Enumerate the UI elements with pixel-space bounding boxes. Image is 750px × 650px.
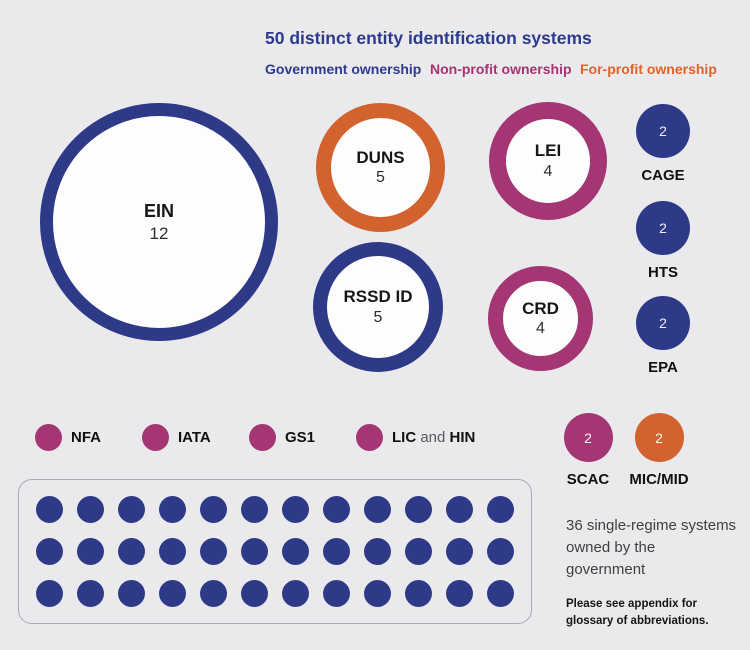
government-system-dot — [364, 580, 391, 607]
dot-item-lic-hin: LIC and HIN — [356, 424, 475, 451]
government-system-dot — [36, 538, 63, 565]
bubble-rssd-id-label: RSSD ID — [343, 287, 413, 307]
bubble-lei: LEI 4 — [489, 102, 607, 220]
government-system-dot — [241, 496, 268, 523]
badge-hts-label: HTS — [648, 264, 678, 281]
government-system-dot — [77, 496, 104, 523]
grid-caption: 36 single-regime systems owned by the go… — [566, 517, 737, 578]
nfa-label: NFA — [71, 429, 101, 446]
single-regime-grid — [18, 479, 532, 624]
badge-hts: 2 HTS — [636, 201, 690, 281]
government-system-dot — [323, 538, 350, 565]
government-system-dot — [405, 496, 432, 523]
badge-hts-circle: 2 — [636, 201, 690, 255]
bubble-rssd-id: RSSD ID 5 — [313, 242, 443, 372]
gs1-label: GS1 — [285, 429, 316, 446]
badge-scac-circle: 2 — [563, 413, 613, 462]
badge-mic-mid-value: 2 — [655, 429, 663, 446]
government-system-dot — [200, 580, 227, 607]
government-system-dot — [200, 496, 227, 523]
badge-mic-mid: 2 MIC/MID — [626, 413, 692, 488]
badge-cage-value: 2 — [659, 123, 667, 139]
government-system-dot — [36, 580, 63, 607]
government-system-dot — [159, 538, 186, 565]
badge-scac-value: 2 — [584, 429, 592, 446]
bubble-crd-value: 4 — [536, 320, 545, 338]
government-system-dot — [241, 580, 268, 607]
bubble-ein: EIN 12 — [40, 103, 278, 341]
badge-epa-value: 2 — [659, 315, 667, 331]
badge-cage-circle: 2 — [636, 104, 690, 158]
dot-item-gs1: GS1 — [249, 424, 315, 451]
bubble-lei-label: LEI — [534, 141, 562, 161]
lic-label: LIC — [392, 429, 417, 446]
badge-scac-label: SCAC — [566, 471, 610, 488]
government-system-dot — [159, 580, 186, 607]
dot-item-iata: IATA — [142, 424, 211, 451]
government-system-dot — [77, 538, 104, 565]
bubble-crd: CRD 4 — [488, 266, 593, 371]
government-system-dot — [118, 580, 145, 607]
badge-hts-value: 2 — [659, 220, 667, 236]
government-system-dot — [487, 580, 514, 607]
government-system-dot — [77, 580, 104, 607]
badge-cage: 2 CAGE — [636, 104, 690, 184]
gs1-dot — [249, 424, 276, 451]
dot-item-nfa: NFA — [35, 424, 101, 451]
government-system-dot — [282, 538, 309, 565]
government-system-dot — [364, 496, 391, 523]
badge-epa: 2 EPA — [636, 296, 690, 376]
government-system-dot — [446, 496, 473, 523]
hin-label: HIN — [449, 429, 476, 446]
bubble-ein-label: EIN — [143, 201, 174, 222]
government-system-dot — [323, 496, 350, 523]
lic-hin-dot — [356, 424, 383, 451]
government-system-dot — [487, 496, 514, 523]
badge-epa-label: EPA — [648, 359, 678, 376]
government-system-dot — [487, 538, 514, 565]
government-system-dot — [323, 580, 350, 607]
badge-mic-mid-label: MIC/MID — [629, 471, 689, 488]
conjunction-and: and — [420, 429, 446, 446]
legend-forprofit-ownership: For-profit ownership — [580, 61, 717, 77]
government-system-dot — [118, 538, 145, 565]
badge-scac: 2 SCAC — [562, 413, 614, 488]
bubble-duns-value: 5 — [376, 169, 385, 187]
bubble-lei-value: 4 — [543, 162, 553, 180]
nfa-dot — [35, 424, 62, 451]
lic-hin-label: LIC and HIN — [392, 429, 475, 446]
government-system-dot — [282, 496, 309, 523]
badge-epa-circle: 2 — [636, 296, 690, 350]
government-system-dot — [405, 580, 432, 607]
bubble-crd-label: CRD — [522, 298, 559, 318]
government-system-dot — [364, 538, 391, 565]
government-system-dot — [118, 496, 145, 523]
bubble-duns: DUNS 5 — [316, 103, 445, 232]
legend-government-ownership: Government ownership — [265, 61, 422, 77]
government-system-dot — [405, 538, 432, 565]
iata-dot — [142, 424, 169, 451]
bubble-ein-value: 12 — [149, 223, 169, 243]
government-system-dot — [36, 496, 63, 523]
government-system-dot — [241, 538, 268, 565]
page-title: 50 distinct entity identification system… — [265, 28, 592, 48]
government-system-dot — [282, 580, 309, 607]
government-system-dot — [200, 538, 227, 565]
appendix-footnote: Please see appendix for glossary of abbr… — [566, 598, 709, 628]
government-system-dot — [159, 496, 186, 523]
government-system-dot — [446, 538, 473, 565]
bubble-rssd-id-value: 5 — [373, 308, 383, 326]
iata-label: IATA — [178, 429, 211, 446]
badge-cage-label: CAGE — [641, 167, 685, 184]
badge-mic-mid-circle: 2 — [634, 413, 684, 462]
government-system-dot — [446, 580, 473, 607]
bubble-duns-label: DUNS — [356, 147, 405, 167]
legend-nonprofit-ownership: Non-profit ownership — [430, 61, 572, 77]
